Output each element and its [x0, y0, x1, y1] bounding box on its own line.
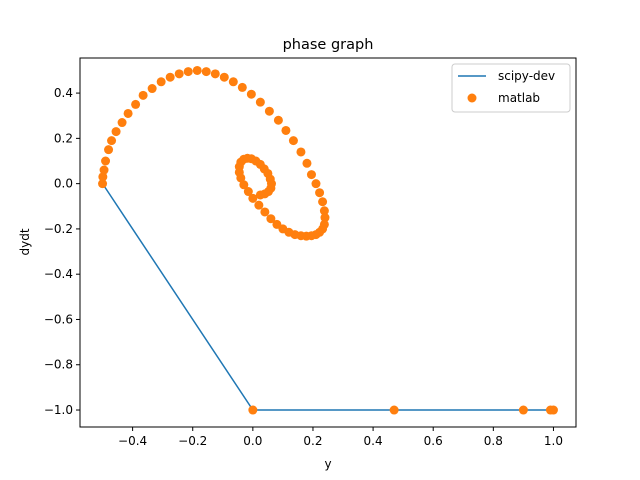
data-point-matlab	[117, 118, 127, 128]
x-tick-label: 0.8	[484, 434, 503, 448]
data-point-matlab	[255, 190, 265, 200]
legend: scipy-dev matlab	[451, 63, 571, 113]
data-point-matlab	[320, 213, 330, 223]
data-point-matlab	[243, 187, 253, 197]
data-point-matlab	[288, 136, 298, 146]
y-tick-label: −0.8	[44, 358, 73, 372]
data-point-matlab	[192, 65, 202, 75]
y-tick-label: 0.0	[54, 177, 73, 191]
series-layer	[98, 65, 558, 415]
x-tick-label: 0.6	[424, 434, 443, 448]
x-axis-ticks: −0.4 −0.2 0.0 0.2 0.4 0.6 0.8 1.0	[118, 427, 563, 448]
data-point-matlab	[246, 89, 256, 99]
data-point-matlab	[101, 156, 111, 166]
data-point-matlab	[104, 145, 114, 155]
x-axis-label: y	[324, 457, 331, 471]
data-point-matlab	[237, 82, 247, 92]
y-tick-label: −0.6	[44, 312, 73, 326]
data-point-matlab	[183, 67, 193, 77]
data-point-matlab	[174, 69, 184, 79]
y-tick-label: 0.2	[54, 131, 73, 145]
data-point-matlab	[201, 67, 211, 77]
y-tick-label: −1.0	[44, 403, 73, 417]
data-point-matlab	[281, 125, 291, 135]
y-tick-label: −0.2	[44, 222, 73, 236]
y-tick-label: −0.4	[44, 267, 73, 281]
data-point-matlab	[98, 172, 108, 182]
data-point-matlab	[273, 115, 283, 125]
data-point-matlab	[123, 108, 133, 118]
data-point-matlab	[260, 207, 270, 217]
data-point-matlab	[306, 170, 316, 180]
data-point-matlab	[272, 219, 282, 229]
data-point-matlab	[248, 193, 258, 203]
legend-swatch-matlab	[467, 93, 477, 103]
x-tick-label: −0.2	[178, 434, 207, 448]
data-point-matlab	[228, 77, 238, 87]
plot-frame	[79, 57, 577, 428]
x-tick-label: 0.0	[243, 434, 262, 448]
data-point-matlab	[138, 90, 148, 100]
data-point-matlab	[111, 127, 121, 137]
x-tick-label: 1.0	[544, 434, 563, 448]
data-point-matlab	[518, 405, 528, 415]
data-point-matlab	[311, 179, 321, 189]
data-point-matlab	[147, 84, 157, 94]
data-point-matlab	[296, 147, 306, 157]
x-tick-label: −0.4	[118, 434, 147, 448]
x-tick-label: 0.2	[303, 434, 322, 448]
data-point-matlab	[107, 136, 117, 146]
data-point-matlab	[210, 69, 220, 79]
data-point-matlab	[318, 197, 328, 207]
chart-title: phase graph	[283, 37, 374, 53]
data-point-matlab	[98, 179, 108, 189]
data-point-matlab	[248, 405, 258, 415]
data-point-matlab	[255, 97, 265, 107]
data-point-matlab	[239, 180, 249, 190]
data-point-matlab	[389, 405, 399, 415]
x-tick-label: 0.4	[364, 434, 383, 448]
y-tick-label: 0.4	[54, 86, 73, 100]
data-point-matlab	[315, 188, 325, 198]
legend-label-matlab: matlab	[498, 91, 540, 105]
data-point-matlab	[545, 405, 555, 415]
data-point-matlab	[302, 158, 312, 168]
data-point-matlab	[99, 165, 109, 175]
legend-label-scipy-dev: scipy-dev	[498, 69, 555, 83]
data-point-matlab	[131, 99, 141, 109]
data-point-matlab	[319, 206, 329, 216]
y-axis-ticks: 0.4 0.2 0.0 −0.2 −0.4 −0.6 −0.8 −1.0	[44, 86, 80, 417]
data-point-matlab	[266, 214, 276, 224]
data-point-matlab	[219, 72, 229, 82]
data-point-matlab	[264, 106, 274, 116]
data-point-matlab	[156, 77, 166, 87]
data-point-matlab	[254, 200, 264, 210]
data-point-matlab	[165, 72, 175, 82]
y-axis-label: dydt	[18, 228, 32, 255]
